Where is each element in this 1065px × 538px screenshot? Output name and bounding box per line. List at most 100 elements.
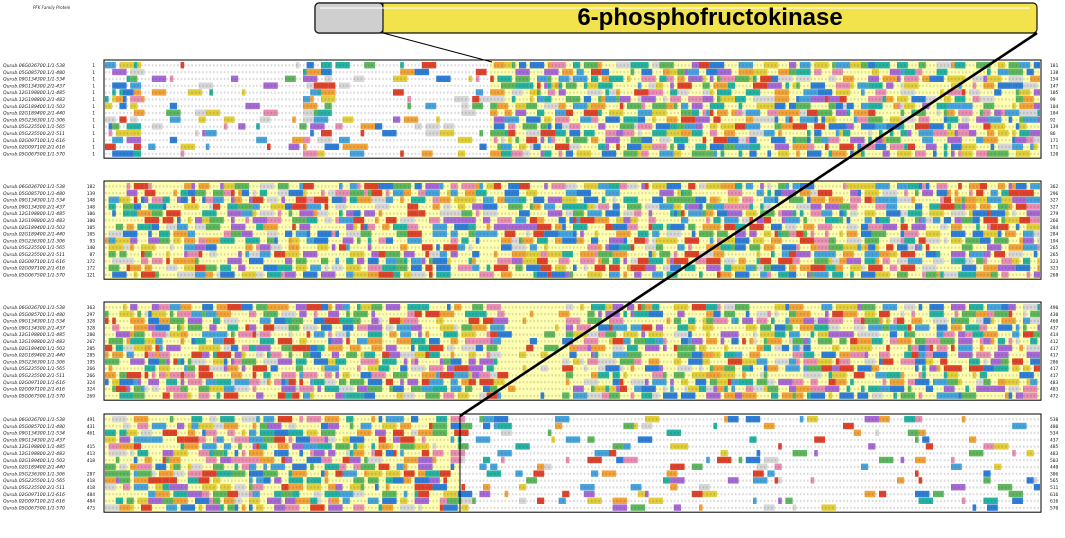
residue-cell <box>385 217 397 224</box>
residue-cell <box>943 237 948 244</box>
residue-cell <box>814 130 822 137</box>
residue-cell <box>169 416 174 423</box>
residue-cell <box>933 351 948 358</box>
residue-cell <box>958 123 969 130</box>
residue-cell <box>119 504 131 511</box>
residue-cell <box>565 82 577 89</box>
residue-cell <box>616 96 620 103</box>
residue-cell <box>133 385 141 392</box>
residue-cell <box>673 358 681 365</box>
residue-cell <box>1030 217 1040 224</box>
residue-cell <box>191 196 195 203</box>
residue-cell <box>699 344 707 352</box>
residue-cell <box>238 331 253 338</box>
residue-cell <box>612 223 627 231</box>
residue-cell <box>310 436 325 443</box>
residue-cell <box>598 96 602 103</box>
sequence-name: Qurub.02G189400.2/1-440 <box>3 232 65 238</box>
residue-cell <box>789 264 797 271</box>
residue-cell <box>162 392 170 399</box>
residue-cell <box>407 102 411 110</box>
residue-cell <box>799 237 815 244</box>
residue-cell <box>951 223 962 231</box>
residue-cell <box>839 230 843 237</box>
residue-cell <box>447 217 462 224</box>
residue-cell <box>187 257 195 265</box>
residue-cell <box>277 304 289 311</box>
residue-cell <box>457 203 465 210</box>
residue-cell <box>209 385 224 392</box>
residue-cell <box>825 96 829 103</box>
residue-cell <box>879 385 890 392</box>
residue-cell <box>670 68 678 76</box>
residue-cell <box>220 183 224 190</box>
residue-cell <box>180 372 185 379</box>
residue-cell <box>846 109 851 116</box>
residue-cell <box>439 130 455 137</box>
residue-cell <box>346 392 361 399</box>
residue-cell <box>821 251 836 258</box>
residue-cell <box>573 75 588 82</box>
residue-cell <box>479 372 491 379</box>
sequence-name: Qurub.12G198800.2/1-483 <box>3 97 65 103</box>
residue-cell <box>173 490 188 498</box>
residue-cell <box>187 470 203 477</box>
residue-cell <box>601 150 617 157</box>
residue-cell <box>1015 150 1031 157</box>
residue-cell <box>774 358 789 365</box>
residue-cell <box>648 223 653 231</box>
residue-cell <box>706 372 721 379</box>
residue-cell <box>659 251 671 258</box>
residue-cell <box>443 217 447 224</box>
residue-cell <box>918 497 933 504</box>
residue-cell <box>407 230 422 237</box>
residue-cell <box>965 385 969 392</box>
residue-cell <box>774 344 782 352</box>
residue-cell <box>529 62 545 69</box>
residue-cell <box>425 392 440 399</box>
residue-cell <box>306 456 321 464</box>
residue-cell <box>936 331 944 338</box>
residue-cell <box>130 450 134 457</box>
residue-cell <box>900 89 915 96</box>
residue-cell <box>616 62 631 69</box>
sequence-name: Qurub.09G134300.2/1-437 <box>3 204 65 210</box>
residue-cell <box>652 237 656 244</box>
residue-cell <box>547 210 563 217</box>
residue-cell <box>486 183 494 190</box>
residue-cell <box>702 490 717 498</box>
residue-cell <box>119 116 127 123</box>
residue-cell <box>1015 123 1020 130</box>
residue-cell <box>508 130 516 137</box>
end-position: 171 <box>1050 138 1059 144</box>
sequence-name: Qurub.02G189400.2/1-440 <box>3 111 65 117</box>
residue-cell <box>245 251 249 258</box>
residue-cell <box>796 203 811 210</box>
residue-cell <box>195 223 206 231</box>
residue-cell <box>263 358 278 365</box>
residue-cell <box>997 264 1002 271</box>
end-position: 323 <box>1050 259 1059 265</box>
residue-cell <box>598 203 609 210</box>
residue-cell <box>634 358 642 365</box>
residue-cell <box>306 82 314 89</box>
residue-cell <box>184 365 188 372</box>
residue-cell <box>303 351 311 358</box>
sequence-name: Qurub.02G189400.2/1-440 <box>3 353 65 359</box>
residue-cell <box>1001 264 1016 271</box>
residue-cell <box>871 230 887 237</box>
residue-cell <box>648 251 653 258</box>
residue-cell <box>306 203 321 210</box>
residue-cell <box>997 82 1013 89</box>
residue-cell <box>619 123 635 130</box>
sequence-name: Qurub.05G085700.1/1-480 <box>3 70 65 76</box>
residue-cell <box>774 331 786 338</box>
residue-cell <box>400 68 415 76</box>
residue-cell <box>475 237 480 244</box>
residue-cell <box>987 68 991 76</box>
residue-cell <box>346 230 361 237</box>
residue-cell <box>645 203 660 210</box>
residue-cell <box>198 504 203 511</box>
residue-cell <box>267 497 282 504</box>
residue-cell <box>490 109 498 116</box>
